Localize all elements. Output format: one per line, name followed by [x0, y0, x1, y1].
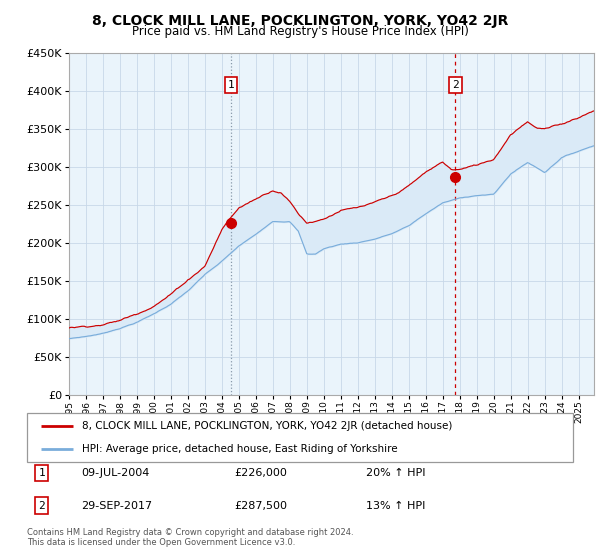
Text: £287,500: £287,500 — [235, 501, 287, 511]
FancyBboxPatch shape — [27, 413, 573, 462]
Text: 09-JUL-2004: 09-JUL-2004 — [82, 468, 150, 478]
Text: 1: 1 — [38, 468, 45, 478]
Text: 8, CLOCK MILL LANE, POCKLINGTON, YORK, YO42 2JR: 8, CLOCK MILL LANE, POCKLINGTON, YORK, Y… — [92, 14, 508, 28]
Text: Price paid vs. HM Land Registry's House Price Index (HPI): Price paid vs. HM Land Registry's House … — [131, 25, 469, 38]
Text: 1: 1 — [227, 80, 234, 90]
Text: £226,000: £226,000 — [235, 468, 287, 478]
Text: 29-SEP-2017: 29-SEP-2017 — [82, 501, 153, 511]
Text: 20% ↑ HPI: 20% ↑ HPI — [365, 468, 425, 478]
Text: 13% ↑ HPI: 13% ↑ HPI — [365, 501, 425, 511]
Text: 2: 2 — [452, 80, 459, 90]
Text: HPI: Average price, detached house, East Riding of Yorkshire: HPI: Average price, detached house, East… — [82, 444, 397, 454]
Text: 8, CLOCK MILL LANE, POCKLINGTON, YORK, YO42 2JR (detached house): 8, CLOCK MILL LANE, POCKLINGTON, YORK, Y… — [82, 421, 452, 431]
Text: Contains HM Land Registry data © Crown copyright and database right 2024.
This d: Contains HM Land Registry data © Crown c… — [27, 528, 353, 547]
Text: 2: 2 — [38, 501, 45, 511]
